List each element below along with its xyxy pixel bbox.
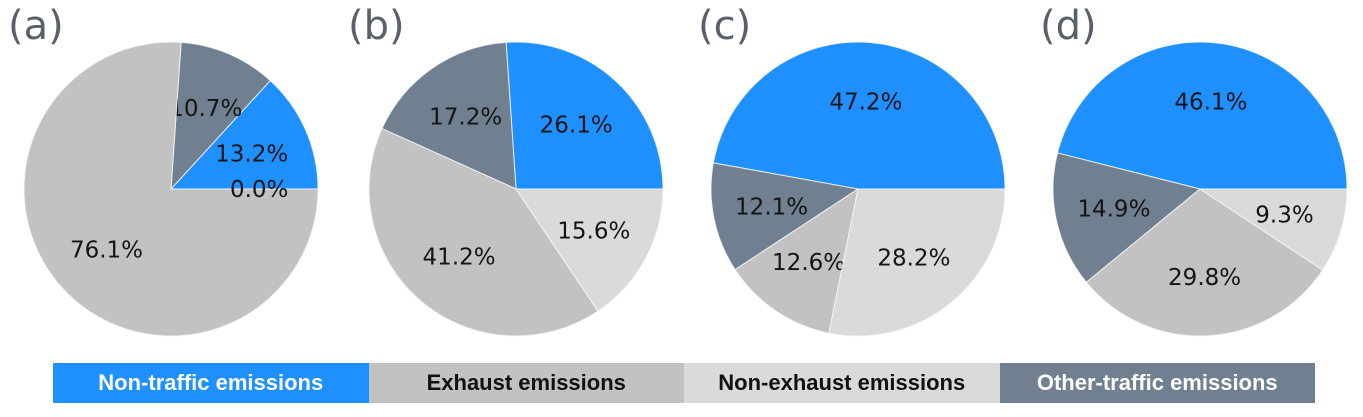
pie-slice [1052, 152, 1201, 283]
legend-item: Non-exhaust emissions [684, 363, 1000, 403]
pie-slice [381, 41, 517, 190]
pie-slice-label: 0.0% [230, 177, 288, 203]
pie-slice-label: 28.2% [877, 245, 950, 271]
pie-slice-label: 17.2% [429, 105, 502, 131]
pie-slice-label: 9.3% [1255, 202, 1313, 228]
pie-slice [1199, 188, 1348, 271]
pie-slice-label: 15.6% [557, 219, 630, 245]
panel-letter: (d) [1040, 3, 1097, 49]
legend-item-label: Non-exhaust emissions [718, 370, 966, 395]
legend-item: Exhaust emissions [368, 363, 684, 403]
pie-slice-label: 47.2% [829, 89, 902, 115]
pie-slice [1057, 41, 1348, 190]
pie-slice-label: 26.1% [540, 113, 613, 139]
pie-slice-label: 29.8% [1168, 265, 1241, 291]
pie-slice [515, 188, 664, 312]
panel-letter: (b) [348, 3, 405, 49]
pie-slice [170, 41, 271, 190]
panel-letter: (a) [8, 3, 64, 49]
pie-slice-label: 46.1% [1174, 90, 1247, 116]
legend-item-label: Non-traffic emissions [98, 370, 324, 395]
pie-slice [828, 188, 1006, 337]
pie-slice [23, 41, 319, 337]
pie-slice [505, 41, 664, 190]
pie-slice [712, 41, 1006, 190]
pie-slice-label: 76.1% [70, 237, 143, 263]
pie-slice [368, 128, 599, 337]
pie-slice [1085, 188, 1324, 337]
pie-slice-label: 41.2% [423, 244, 496, 270]
legend-item-label: Exhaust emissions [426, 370, 626, 395]
pie-slice-label: 12.6% [772, 250, 845, 276]
legend-item: Other-traffic emissions [999, 363, 1315, 403]
pie-slice [734, 188, 859, 334]
pie-slice-label: 13.2% [215, 142, 288, 168]
pie-slice-label: 10.7% [169, 96, 242, 122]
pie-slice-label: 12.1% [735, 195, 808, 221]
pie-slice-label: 14.9% [1077, 196, 1150, 222]
panel-letter: (c) [698, 3, 752, 49]
pie-slice [170, 80, 319, 190]
legend-item: Non-traffic emissions [53, 363, 369, 403]
pie-slice [710, 162, 859, 271]
legend-item-label: Other-traffic emissions [1036, 370, 1278, 395]
legend: Non-traffic emissions Exhaust emissions No… [53, 363, 1315, 403]
